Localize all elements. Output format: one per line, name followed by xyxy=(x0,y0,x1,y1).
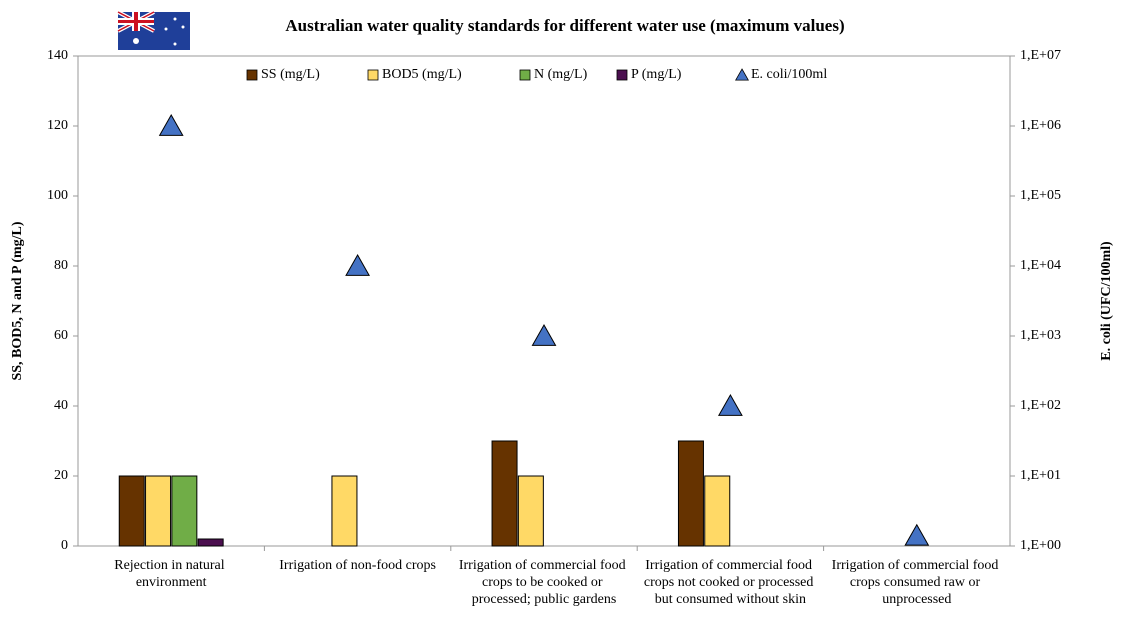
legend-marker xyxy=(246,69,258,81)
y-tick-label: 60 xyxy=(54,328,68,343)
y2-tick-label: 1,E+01 xyxy=(1020,468,1061,483)
legend-label: E. coli/100ml xyxy=(751,67,827,82)
y2-tick-label: 1,E+00 xyxy=(1020,538,1061,553)
bar xyxy=(491,440,518,547)
scatter-point xyxy=(158,113,184,136)
y2-tick-label: 1,E+03 xyxy=(1020,328,1061,343)
bar xyxy=(118,475,145,547)
y-axis-label: SS, BOD5, N and P (mg/L) xyxy=(10,221,25,380)
y2-tick-label: 1,E+05 xyxy=(1020,188,1061,203)
y-tick-label: 40 xyxy=(54,398,68,413)
y2-tick-label: 1,E+02 xyxy=(1020,398,1061,413)
bar xyxy=(704,475,731,547)
x-tick-label: Rejection in natural environment xyxy=(114,558,228,590)
y2-tick-label: 1,E+06 xyxy=(1020,118,1061,133)
y2-axis-label: E. coli (UFC/100ml) xyxy=(1099,241,1114,361)
y-tick-label: 20 xyxy=(54,468,68,483)
bar xyxy=(171,475,198,547)
y-tick-label: 120 xyxy=(47,118,68,133)
scatter-point xyxy=(904,523,930,546)
legend-marker xyxy=(735,68,749,81)
x-tick-label: Irrigation of non-food crops xyxy=(279,558,436,573)
legend-label: N (mg/L) xyxy=(534,67,588,82)
legend-label: P (mg/L) xyxy=(631,67,682,82)
y-tick-label: 0 xyxy=(61,538,68,553)
legend-marker xyxy=(519,69,531,81)
bar xyxy=(331,475,358,547)
y-tick-label: 140 xyxy=(47,48,68,63)
chart-title: Australian water quality standards for d… xyxy=(285,16,844,35)
scatter-point xyxy=(345,253,371,276)
y-tick-label: 100 xyxy=(47,188,68,203)
legend-label: SS (mg/L) xyxy=(261,67,320,82)
x-tick-label: Irrigation of commercial food crops cons… xyxy=(832,558,1002,607)
plot-area xyxy=(77,55,1011,547)
y2-tick-label: 1,E+07 xyxy=(1020,48,1061,63)
scatter-point xyxy=(717,393,743,416)
y2-tick-label: 1,E+04 xyxy=(1020,258,1061,273)
bar xyxy=(517,475,544,547)
y-tick-label: 80 xyxy=(54,258,68,273)
legend-marker xyxy=(367,69,379,81)
legend-label: BOD5 (mg/L) xyxy=(382,67,462,82)
bar xyxy=(197,538,224,547)
bar xyxy=(677,440,704,547)
scatter-point xyxy=(531,323,557,346)
x-tick-label: Irrigation of commercial food crops to b… xyxy=(459,558,629,607)
legend-marker xyxy=(616,69,628,81)
flag xyxy=(117,10,190,50)
x-tick-label: Irrigation of commercial food crops not … xyxy=(644,558,817,607)
bar xyxy=(145,475,172,547)
